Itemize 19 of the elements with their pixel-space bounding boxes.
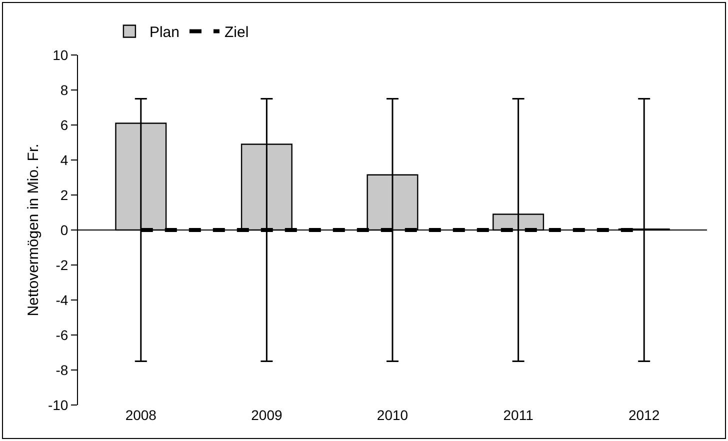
- y-tick-label: 6: [60, 116, 68, 133]
- legend-label: Ziel: [224, 24, 249, 42]
- legend-label: Plan: [149, 24, 180, 42]
- y-tick-label: -8: [56, 362, 68, 378]
- x-tick-label: 2008: [125, 407, 157, 423]
- x-tick-label: 2011: [503, 407, 534, 423]
- x-tick-label: 2012: [628, 407, 660, 423]
- x-tick-label: 2009: [251, 407, 282, 423]
- y-tick-label: 8: [60, 82, 68, 98]
- y-tick-label: 4: [60, 152, 68, 168]
- y-tick-label: -10: [48, 396, 68, 413]
- y-tick-label: 2: [60, 186, 68, 203]
- y-tick-label: 10: [52, 46, 68, 63]
- y-tick-label: 0: [60, 222, 68, 238]
- y-axis-title: Nettovermögen in Mio. Fr.: [25, 144, 42, 316]
- x-tick-label: 2010: [376, 407, 408, 423]
- y-tick-label: -6: [56, 326, 68, 343]
- y-tick-label: -4: [56, 292, 68, 308]
- y-tick-label: -2: [56, 256, 68, 273]
